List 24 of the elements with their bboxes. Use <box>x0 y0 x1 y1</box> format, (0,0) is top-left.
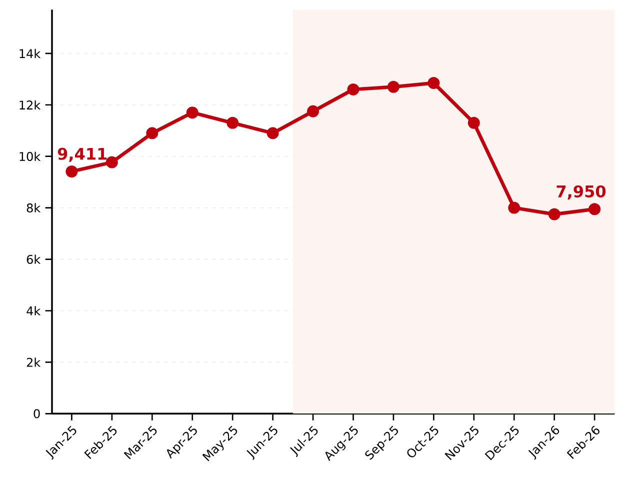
y-tick-label: 6k <box>26 254 41 264</box>
point <box>508 202 520 214</box>
point <box>307 105 320 118</box>
point <box>428 77 440 90</box>
y-tick-label: 8k <box>26 203 41 212</box>
point <box>347 83 360 96</box>
point <box>106 156 118 168</box>
point <box>387 80 400 93</box>
point <box>468 116 480 129</box>
annotation: 9,411 <box>58 148 107 162</box>
point <box>66 165 78 178</box>
point <box>146 127 158 140</box>
y-tick-label: 14k <box>20 48 41 58</box>
y-tick-label: 4k <box>26 306 41 316</box>
y-tick-label: 2k <box>26 358 41 367</box>
point <box>186 106 198 119</box>
y-tick-label: 12k <box>20 100 41 110</box>
point <box>266 127 279 140</box>
annotation: 7,950 <box>556 185 606 200</box>
point <box>588 203 601 216</box>
point <box>226 116 239 129</box>
y-tick-label: 10k <box>20 152 41 161</box>
y-tick-label: 0 <box>34 409 40 418</box>
point <box>548 208 560 220</box>
